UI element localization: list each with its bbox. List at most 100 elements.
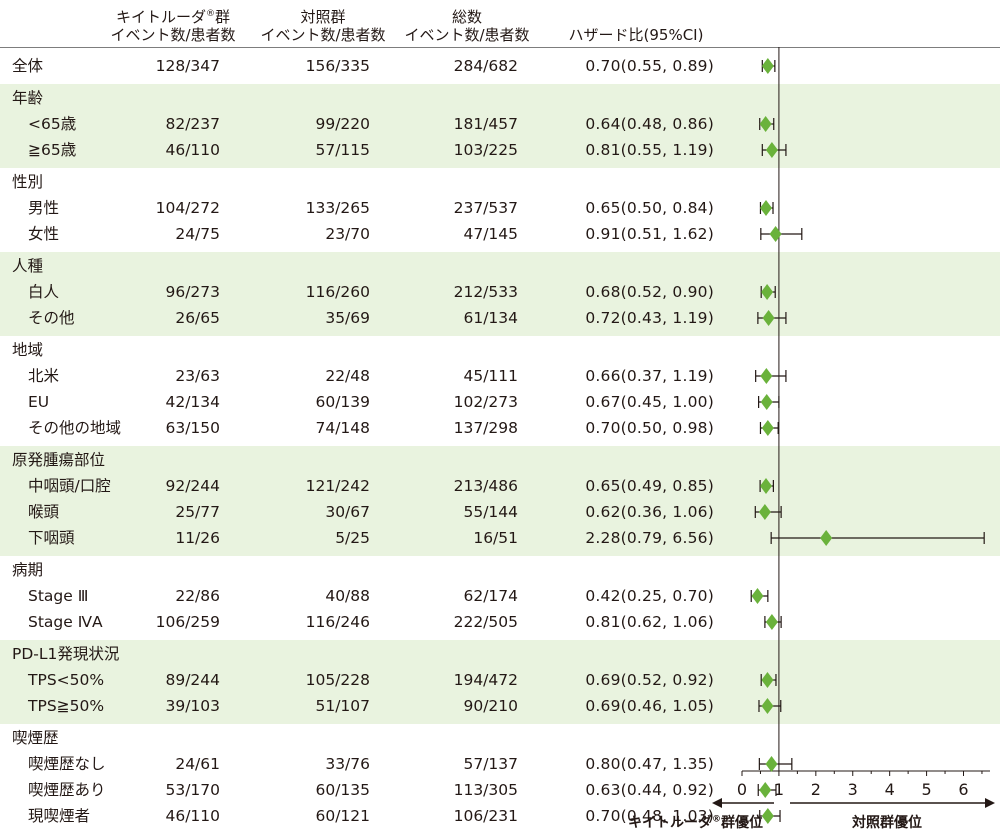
keytruda-events: 22/86 [175, 587, 220, 605]
hazard-ratio-marker [760, 368, 773, 384]
control-events: 121/242 [305, 477, 370, 495]
control-events: 30/67 [325, 503, 370, 521]
subgroup-band [0, 640, 1000, 724]
header-keytruda-suffix: 群 [215, 8, 231, 26]
keytruda-events: 104/272 [155, 199, 220, 217]
control-events: 99/220 [315, 115, 370, 133]
hazard-ratio-marker [769, 226, 782, 242]
subgroup-label: Stage Ⅲ [28, 587, 89, 605]
hazard-ratio-value: 0.66(0.37, 1.19) [585, 367, 714, 385]
subgroup-label: 白人 [28, 283, 60, 301]
hazard-ratio-value: 0.62(0.36, 1.06) [585, 503, 714, 521]
favors-control-text: 対照群優位 [852, 815, 922, 831]
header-total-label: 総数 [451, 8, 482, 26]
keytruda-events: 92/244 [165, 477, 220, 495]
keytruda-events: 82/237 [165, 115, 220, 133]
subgroup-label: <65歳 [28, 115, 77, 133]
hazard-ratio-marker [762, 310, 775, 326]
keytruda-events: 39/103 [165, 697, 220, 715]
favors-control-label: 対照群優位 [852, 812, 922, 832]
subgroup-label: 下咽頭 [28, 529, 75, 547]
control-events: 74/148 [315, 419, 370, 437]
total-events: 90/210 [463, 697, 518, 715]
control-events: 22/48 [325, 367, 370, 385]
header-events-patients-3: イベント数/患者数 [404, 26, 530, 44]
hazard-ratio-value: 0.63(0.44, 0.92) [585, 781, 714, 799]
subgroup-label: TPS≧50% [28, 697, 105, 715]
header-events-patients-2: イベント数/患者数 [260, 26, 386, 44]
hazard-ratio-marker [759, 478, 772, 494]
hazard-ratio-marker [761, 672, 774, 688]
favors-registered-mark: ® [712, 814, 721, 825]
keytruda-events: 25/77 [175, 503, 220, 521]
subgroup-title: 年齢 [12, 89, 44, 107]
subgroup-title: 地域 [12, 341, 44, 359]
keytruda-events: 42/134 [165, 393, 220, 411]
subgroup-band [0, 252, 1000, 336]
subgroup-label: 喫煙歴あり [28, 781, 106, 799]
subgroup-title: 喫煙歴 [12, 729, 59, 747]
subgroup-label: TPS<50% [28, 671, 105, 689]
total-events: 61/134 [463, 309, 518, 327]
control-events: 116/246 [305, 613, 370, 631]
keytruda-events: 26/65 [175, 309, 220, 327]
keytruda-events: 128/347 [155, 57, 220, 75]
hazard-ratio-value: 0.64(0.48, 0.86) [585, 115, 714, 133]
subgroup-label: その他の地域 [28, 419, 122, 437]
keytruda-events: 11/26 [175, 529, 220, 547]
total-events: 45/111 [463, 367, 518, 385]
favors-keytruda-suffix: 群優位 [721, 815, 763, 831]
subgroup-label: 男性 [28, 199, 60, 217]
control-events: 116/260 [305, 283, 370, 301]
hazard-ratio-marker [761, 698, 774, 714]
hazard-ratio-marker [761, 808, 774, 824]
header-keytruda-name: キイトルーダ [115, 8, 206, 26]
control-events: 57/115 [315, 141, 370, 159]
hazard-ratio-marker [759, 782, 772, 798]
total-events: 106/231 [453, 807, 518, 825]
total-events: 55/144 [463, 503, 518, 521]
hazard-ratio-value: 0.42(0.25, 0.70) [585, 587, 714, 605]
subgroup-label: その他 [28, 309, 75, 327]
subgroup-title: 病期 [12, 561, 44, 579]
hazard-ratio-value: 0.72(0.43, 1.19) [585, 309, 714, 327]
control-events: 40/88 [325, 587, 370, 605]
keytruda-events: 63/150 [165, 419, 220, 437]
x-axis-tick-label: 0 [737, 780, 747, 799]
keytruda-events: 106/259 [155, 613, 220, 631]
keytruda-events: 96/273 [165, 283, 220, 301]
total-events: 113/305 [453, 781, 518, 799]
x-axis-tick-label: 1 [774, 780, 784, 799]
subgroup-label: 喉頭 [28, 503, 60, 521]
x-axis-tick-label: 2 [811, 780, 821, 799]
keytruda-events: 46/110 [165, 807, 220, 825]
control-events: 5/25 [335, 529, 370, 547]
subgroup-label: 現喫煙者 [28, 807, 91, 825]
hazard-ratio-value: 0.70(0.55, 0.89) [585, 57, 714, 75]
header-hazard-ratio-label: ハザード比(95%CI) [568, 26, 704, 44]
subgroup-title: PD-L1発現状況 [12, 645, 120, 663]
favors-control-arrowhead [985, 798, 995, 808]
hazard-ratio-value: 0.70(0.48, 1.03) [585, 807, 714, 825]
x-axis-tick-label: 4 [885, 780, 895, 799]
hazard-ratio-marker [759, 200, 772, 216]
subgroup-label: 喫煙歴なし [28, 755, 106, 773]
total-events: 213/486 [453, 477, 518, 495]
hazard-ratio-value: 0.70(0.50, 0.98) [585, 419, 714, 437]
header-hazard-ratio: ハザード比(95%CI) [558, 26, 714, 44]
header-keytruda-group: キイトルーダ®群 イベント数/患者数 [108, 8, 238, 44]
x-axis-tick-label: 6 [958, 780, 968, 799]
x-axis-tick-label: 5 [921, 780, 931, 799]
total-events: 237/537 [453, 199, 518, 217]
total-events: 62/174 [463, 587, 518, 605]
total-events: 137/298 [453, 419, 518, 437]
hazard-ratio-value: 0.69(0.46, 1.05) [585, 697, 714, 715]
control-events: 33/76 [325, 755, 370, 773]
total-events: 103/225 [453, 141, 518, 159]
control-events: 51/107 [315, 697, 370, 715]
header-control-label: 対照群 [300, 8, 346, 26]
subgroup-label: 女性 [28, 225, 60, 243]
hazard-ratio-value: 0.65(0.50, 0.84) [585, 199, 714, 217]
control-events: 60/135 [315, 781, 370, 799]
keytruda-events: 24/75 [175, 225, 220, 243]
